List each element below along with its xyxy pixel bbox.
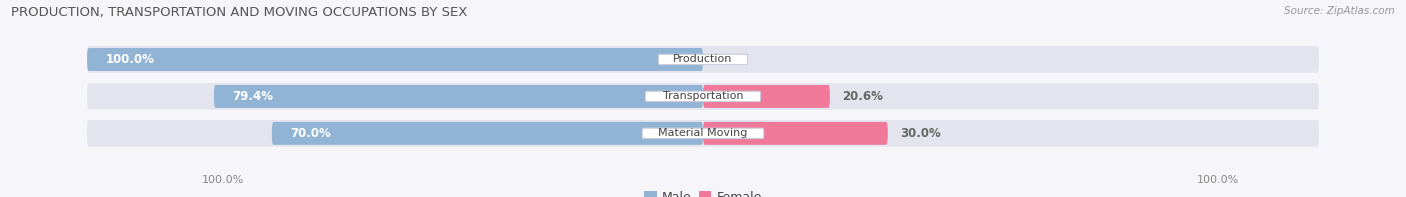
Legend: Male, Female: Male, Female [640,186,766,197]
Text: Production: Production [673,54,733,64]
FancyBboxPatch shape [658,54,748,65]
Text: 70.0%: 70.0% [290,127,330,140]
FancyBboxPatch shape [87,120,1319,147]
Text: PRODUCTION, TRANSPORTATION AND MOVING OCCUPATIONS BY SEX: PRODUCTION, TRANSPORTATION AND MOVING OC… [11,6,468,19]
FancyBboxPatch shape [87,83,1319,110]
Text: 79.4%: 79.4% [232,90,273,103]
Text: Transportation: Transportation [662,91,744,101]
Text: 30.0%: 30.0% [900,127,941,140]
FancyBboxPatch shape [645,91,761,102]
FancyBboxPatch shape [271,122,703,145]
Text: 100.0%: 100.0% [201,175,245,185]
Text: Source: ZipAtlas.com: Source: ZipAtlas.com [1284,6,1395,16]
FancyBboxPatch shape [87,48,703,71]
FancyBboxPatch shape [643,128,763,138]
Text: 100.0%: 100.0% [105,53,155,66]
Text: 20.6%: 20.6% [842,90,883,103]
Text: Material Moving: Material Moving [658,128,748,138]
Text: 0.0%: 0.0% [716,53,748,66]
FancyBboxPatch shape [703,122,887,145]
FancyBboxPatch shape [87,46,1319,73]
Text: 100.0%: 100.0% [1197,175,1240,185]
FancyBboxPatch shape [703,85,830,108]
FancyBboxPatch shape [214,85,703,108]
